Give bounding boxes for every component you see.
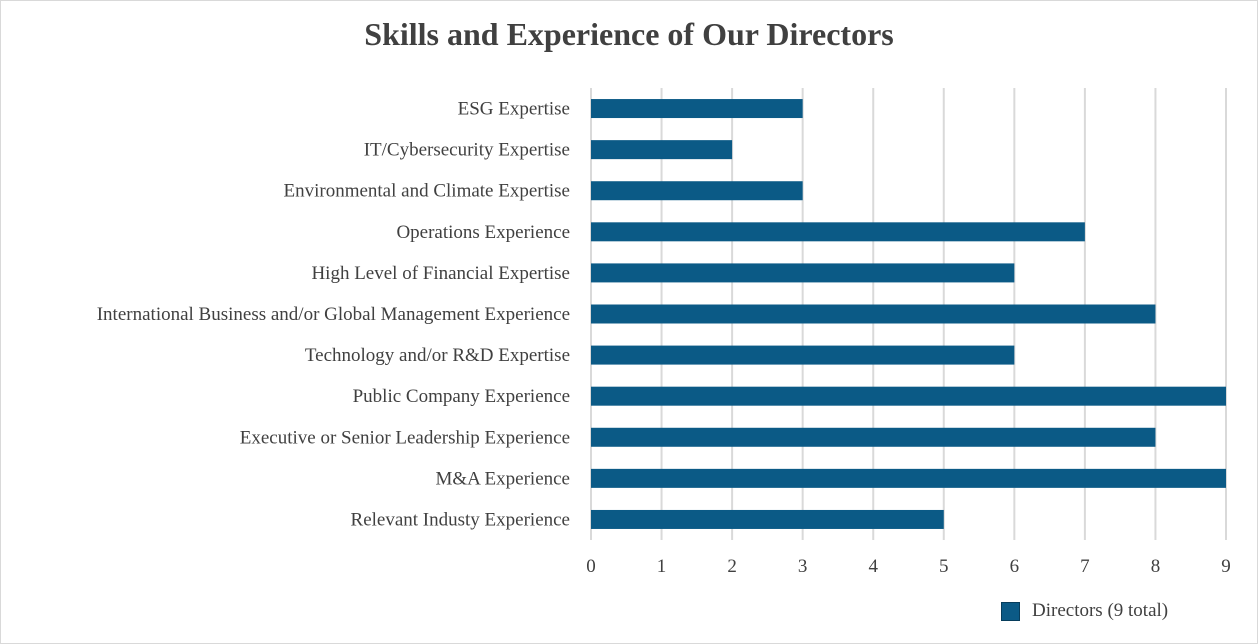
category-label: ESG Expertise [458, 99, 570, 120]
bar [591, 509, 944, 529]
bar [591, 304, 1156, 324]
x-tick-label: 6 [1010, 556, 1020, 577]
category-label: IT/Cybersecurity Expertise [364, 140, 570, 161]
x-tick-label: 3 [798, 556, 808, 577]
x-tick-label: 4 [868, 556, 878, 577]
x-tick-label: 5 [939, 556, 949, 577]
x-tick-label: 9 [1221, 556, 1231, 577]
x-tick-labels: 0 1 2 3 4 5 6 7 8 9 [586, 556, 1231, 577]
bar [591, 140, 733, 160]
category-label: Public Company Experience [353, 386, 570, 407]
category-label: Environmental and Climate Expertise [283, 181, 570, 202]
bar [591, 427, 1156, 447]
bar [591, 222, 1085, 242]
bar [591, 468, 1226, 488]
category-label: Operations Experience [396, 222, 570, 243]
bar [591, 181, 803, 201]
category-label: M&A Experience [435, 468, 570, 489]
category-labels: ESG Expertise IT/Cybersecurity Expertise E… [97, 99, 570, 531]
bar [591, 99, 803, 119]
legend: Directors (9 total) [1001, 600, 1168, 622]
category-label: High Level of Financial Expertise [311, 263, 570, 284]
x-tick-label: 7 [1080, 556, 1090, 577]
chart-title: Skills and Experience of Our Directors [364, 16, 894, 52]
category-label: Technology and/or R&D Expertise [305, 345, 570, 366]
x-tick-label: 0 [586, 556, 596, 577]
bar [591, 345, 1015, 365]
category-label: International Business and/or Global Man… [97, 304, 570, 325]
bars [591, 99, 1226, 529]
x-tick-label: 2 [727, 556, 737, 577]
legend-label: Directors (9 total) [1032, 600, 1169, 621]
bar [591, 386, 1226, 406]
x-tick-label: 8 [1151, 556, 1161, 577]
legend-swatch [1001, 601, 1020, 621]
x-tick-label: 1 [657, 556, 667, 577]
category-label: Relevant Industy Experience [351, 509, 570, 530]
bar [591, 263, 1015, 283]
category-label: Executive or Senior Leadership Experienc… [240, 427, 570, 448]
